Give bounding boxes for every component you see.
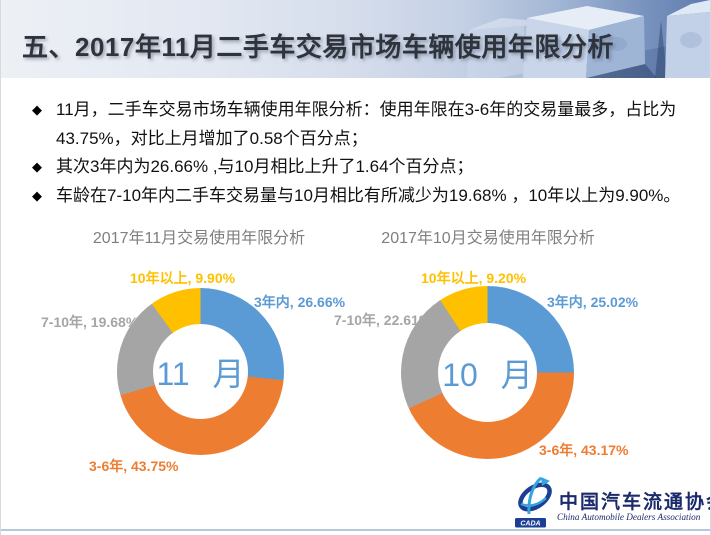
bullet-item-2: ◆ 其次3年内为26.66% ,与10月相比上升了1.64个百分点； (31, 153, 691, 182)
association-name-english: China Automobile Dealers Association (557, 512, 701, 522)
chart-title-october: 2017年10月交易使用年限分析 (381, 230, 595, 247)
donut-center-label-october: 10 月 (442, 356, 533, 393)
data-label-oct-3-6yr: 3-6年, 43.17% (539, 442, 629, 458)
data-label-oct-3yr: 3年内, 25.02% (547, 294, 639, 310)
data-label-nov-over-10yr: 10年以上, 9.90% (130, 270, 236, 286)
footer-rule-line (1, 529, 710, 531)
diamond-bullet-icon: ◆ (32, 102, 42, 117)
donut-chart-october: 10 月 (401, 286, 574, 459)
diamond-bullet-icon: ◆ (32, 187, 42, 203)
association-name-chinese: 中国汽车流通协会 (559, 492, 711, 513)
bullet-1-line-2: 43.75%，对比上月增加了0.58个百分点； (56, 128, 368, 148)
bullet-item-3: ◆ 车龄在7-10年内二手车交易量与10月相比有所减少为19.68% ，10年以… (31, 182, 691, 211)
bullet-1-line-1: 11月，二手车交易市场车辆使用年限分析：使用年限在3-6年的交易量最多，占比为 (56, 100, 677, 119)
diamond-bullet-icon: ◆ (32, 159, 42, 174)
data-label-oct-over-10yr: 10年以上, 9.20% (421, 270, 527, 286)
page-title: 五、2017年11月二手车交易市场车辆使用年限分析 (22, 32, 614, 62)
bullet-list: ◆ 11月，二手车交易市场车辆使用年限分析：使用年限在3-6年的交易量最多，占比… (31, 96, 691, 210)
cada-logo-icon: CADA (515, 476, 552, 528)
donut-center-label-november: 11 月 (156, 355, 245, 392)
title-banner: 五、2017年11月二手车交易市场车辆使用年限分析 (1, 0, 710, 78)
data-label-oct-7-10yr: 7-10年, 22.61% (334, 312, 432, 328)
data-label-nov-3-6yr: 3-6年, 43.75% (89, 458, 179, 474)
chart-title-november: 2017年11月交易使用年限分析 (92, 230, 306, 247)
cubes-decoration-image (467, 0, 710, 78)
donut-chart-november: 11 月 (117, 288, 284, 455)
data-label-nov-7-10yr: 7-10年, 19.68% (41, 314, 139, 330)
bullet-2-line-1: 其次3年内为26.66% ,与10月相比上升了1.64个百分点； (56, 157, 474, 176)
bullet-3-line-1: 车龄在7-10年内二手车交易量与10月相比有所减少为19.68% ，10年以上为… (56, 185, 681, 205)
donut-hole-november: 11 月 (153, 324, 248, 419)
donut-hole-october: 10 月 (438, 323, 537, 422)
bullet-item-1: ◆ 11月，二手车交易市场车辆使用年限分析：使用年限在3-6年的交易量最多，占比… (31, 96, 691, 153)
cada-acronym-label: CADA (520, 521, 540, 528)
data-label-nov-3yr: 3年内, 26.66% (254, 294, 346, 310)
